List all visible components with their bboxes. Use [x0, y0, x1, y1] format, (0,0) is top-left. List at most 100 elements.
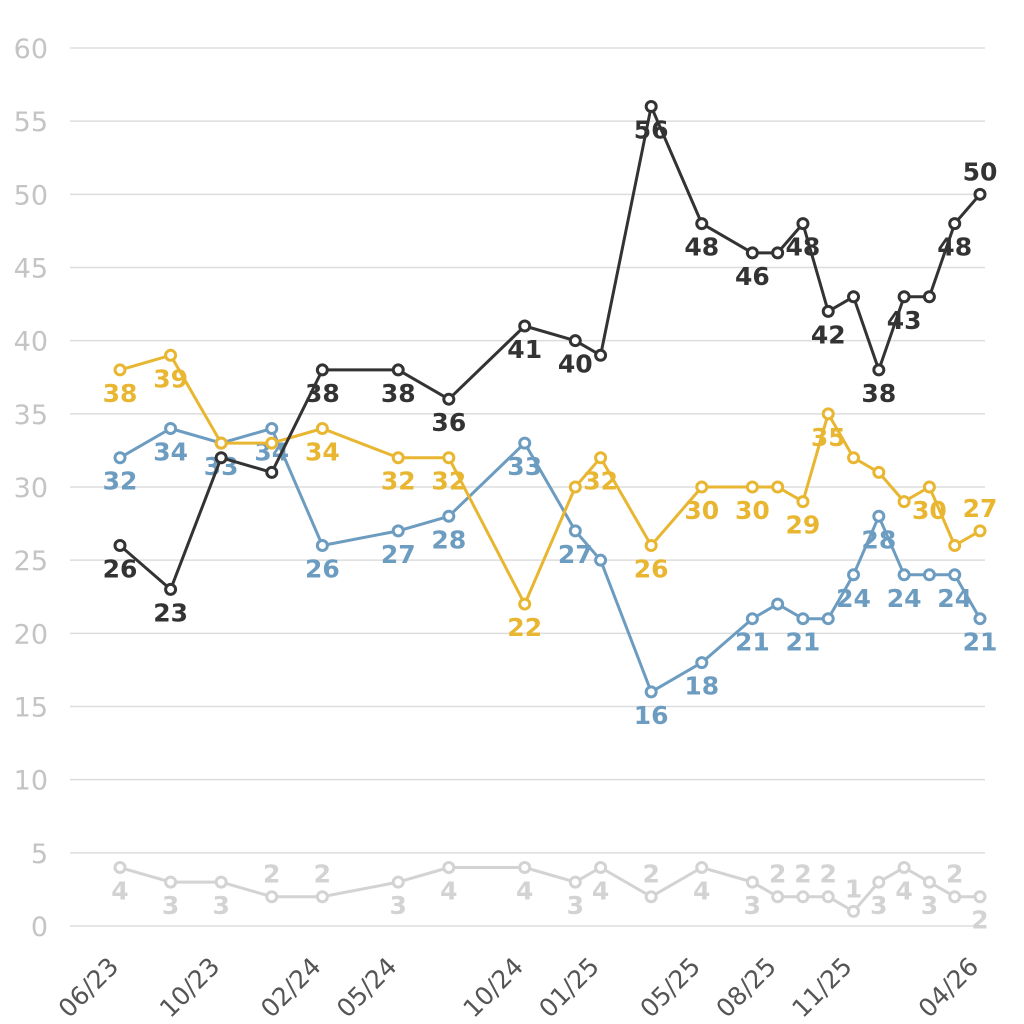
data-label: 2 [971, 906, 988, 935]
data-label: 34 [305, 437, 340, 466]
data-point [442, 451, 456, 465]
data-point [922, 568, 936, 582]
data-point [948, 890, 962, 904]
y-tick-label: 35 [14, 400, 48, 431]
data-point [594, 860, 608, 874]
data-label: 28 [861, 525, 896, 554]
data-label: 30 [684, 496, 719, 525]
data-point [771, 890, 785, 904]
data-point [442, 509, 456, 523]
data-point [695, 860, 709, 874]
data-point [922, 290, 936, 304]
x-tick-label: 10/24 [457, 952, 528, 1023]
data-label: 23 [153, 598, 188, 627]
data-point [771, 597, 785, 611]
y-tick-label: 30 [14, 473, 48, 504]
data-label: 43 [887, 306, 922, 335]
series-line-blue [119, 427, 982, 694]
data-point [568, 875, 582, 889]
data-label: 2 [263, 860, 280, 889]
data-point [644, 539, 658, 553]
data-label: 50 [963, 157, 998, 186]
data-label: 48 [937, 233, 972, 262]
data-point [442, 860, 456, 874]
data-label: 40 [558, 350, 593, 379]
data-point [821, 304, 835, 318]
data-point [821, 890, 835, 904]
x-tick-label: 11/25 [786, 952, 857, 1023]
data-point [164, 875, 178, 889]
data-point [391, 451, 405, 465]
data-point [315, 363, 329, 377]
data-point [214, 451, 228, 465]
data-label: 16 [634, 701, 669, 730]
y-tick-label: 50 [14, 180, 48, 211]
data-point [771, 480, 785, 494]
data-point [265, 890, 279, 904]
data-point [922, 480, 936, 494]
data-label: 29 [786, 511, 821, 540]
data-point [164, 348, 178, 362]
data-point [315, 539, 329, 553]
grid [70, 47, 985, 927]
series-dark: 26 23 38 38 36 41 40 56 48 46 48 42 38 43 48 50 [103, 100, 998, 627]
x-tick-label: 08/25 [710, 952, 781, 1023]
data-label: 33 [507, 452, 542, 481]
data-label: 22 [507, 613, 542, 642]
data-label: 21 [786, 628, 821, 657]
data-point [113, 539, 127, 553]
data-point [973, 612, 987, 626]
data-label: 32 [431, 467, 466, 496]
data-label: 21 [735, 628, 770, 657]
y-tick-label: 15 [14, 693, 48, 724]
data-label: 46 [735, 262, 770, 291]
data-label: 32 [103, 467, 138, 496]
data-label: 35 [811, 423, 846, 452]
data-label: 30 [735, 496, 770, 525]
data-label: 2 [820, 860, 837, 889]
data-label: 3 [162, 891, 179, 920]
data-point [518, 319, 532, 333]
x-tick-label: 06/23 [53, 952, 124, 1023]
data-label: 27 [381, 540, 416, 569]
data-point [973, 890, 987, 904]
data-point [442, 392, 456, 406]
y-axis: 0 5 10 15 20 25 30 35 40 45 50 55 60 [14, 34, 48, 943]
y-tick-label: 55 [14, 107, 48, 138]
data-point [695, 217, 709, 231]
data-label: 4 [592, 876, 609, 905]
data-label: 2 [769, 860, 786, 889]
data-point [872, 465, 886, 479]
data-label: 56 [634, 116, 669, 145]
data-point [872, 509, 886, 523]
data-point [948, 568, 962, 582]
data-label: 1 [845, 874, 862, 903]
data-point [644, 890, 658, 904]
data-label: 32 [583, 467, 618, 496]
data-point [922, 875, 936, 889]
data-label: 26 [103, 555, 138, 584]
x-tick-label: 01/25 [533, 952, 604, 1023]
data-label: 38 [103, 379, 138, 408]
y-tick-label: 25 [14, 546, 48, 577]
y-tick-label: 0 [31, 912, 48, 943]
data-point [644, 100, 658, 114]
data-point [897, 860, 911, 874]
y-tick-label: 20 [14, 619, 48, 650]
data-point [315, 421, 329, 435]
data-label: 3 [212, 891, 229, 920]
data-label: 3 [390, 891, 407, 920]
data-point [796, 890, 810, 904]
data-point [391, 363, 405, 377]
data-label: 48 [684, 233, 719, 262]
data-label: 4 [440, 876, 457, 905]
data-point [695, 480, 709, 494]
series-line-dark [119, 105, 982, 591]
data-point [897, 290, 911, 304]
data-point [796, 612, 810, 626]
data-label: 39 [153, 364, 188, 393]
data-label: 24 [836, 584, 871, 613]
x-axis: 06/23 10/23 02/24 05/24 10/24 01/25 05/25 08/25… [53, 952, 984, 1023]
